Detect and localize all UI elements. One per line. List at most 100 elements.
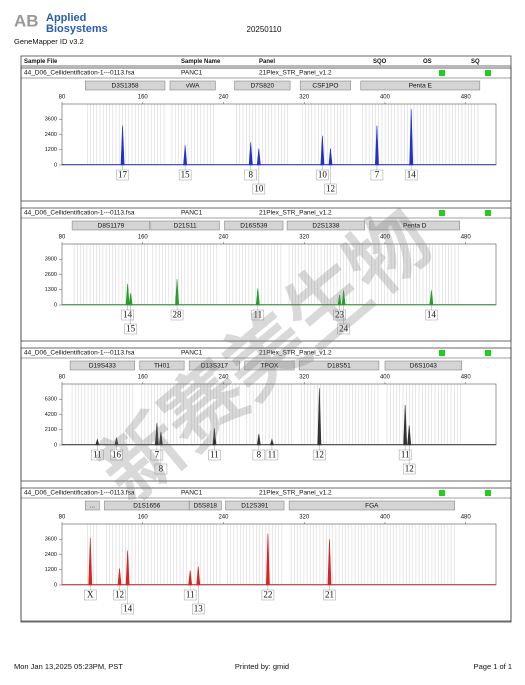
x-tick-label: 160 (138, 375, 149, 381)
x-tick-label: 320 (299, 95, 310, 101)
panel-frame (20, 487, 512, 622)
marker-label: CSF1PO (312, 82, 338, 89)
allele-box (425, 309, 438, 321)
marker-label: D13S317 (201, 362, 228, 369)
marker-label: Penta E (409, 82, 433, 89)
allele-label: 15 (126, 324, 136, 334)
y-tick-label: 3900 (45, 257, 57, 263)
x-tick-label: 240 (218, 95, 229, 101)
x-tick-label: 240 (218, 515, 229, 521)
marker-box (369, 220, 460, 231)
allele-label: 11 (401, 450, 410, 460)
panel-frame (20, 347, 512, 482)
x-tick-label: 400 (380, 375, 391, 381)
allele-box (252, 183, 266, 195)
marker-label: D1S1656 (133, 502, 160, 509)
allele-box (150, 449, 164, 461)
column-header: OS (423, 59, 432, 65)
marker-label: vWA (186, 82, 200, 89)
status-os (439, 210, 445, 216)
x-tick-label: 160 (138, 515, 149, 521)
allele-box (113, 589, 126, 601)
x-tick-label: 400 (380, 235, 391, 241)
allele-label: 13 (194, 604, 204, 614)
footer-page: Page 1 of 1 (474, 662, 512, 671)
status-sq (485, 350, 491, 356)
y-tick-label: 1200 (45, 567, 57, 573)
allele-label: 12 (405, 464, 414, 474)
allele-box (84, 589, 97, 601)
marker-box (286, 220, 366, 231)
y-tick-label: 3600 (45, 117, 57, 123)
logo-mark: AB (14, 11, 39, 30)
column-header: SQ (471, 59, 480, 65)
marker-label: D18S51 (327, 362, 351, 369)
marker-label: D21S11 (174, 222, 197, 229)
allele-label: 14 (123, 310, 133, 320)
allele-label: 12 (326, 184, 335, 194)
allele-label: 15 (181, 170, 191, 180)
software-name: GeneMapper ID v3.2 (14, 37, 84, 46)
marker-label: ... (90, 502, 96, 509)
y-tick-label: 2400 (45, 132, 57, 138)
allele-label: 16 (112, 450, 122, 460)
panel-frame (20, 207, 512, 342)
x-tick-label: 320 (299, 375, 310, 381)
x-tick-label: 480 (461, 235, 472, 241)
allele-box (398, 449, 412, 461)
y-tick-label: 1200 (45, 147, 57, 153)
allele-label: X (87, 590, 94, 600)
allele-label: 8 (248, 170, 253, 180)
status-sq (485, 70, 491, 76)
allele-label: 8 (159, 464, 164, 474)
panel-name: 21Plex_STR_Panel_v1.2 (259, 210, 332, 217)
status-sq (485, 210, 491, 216)
marker-label: D8S1179 (98, 222, 125, 229)
allele-label: 14 (427, 310, 437, 320)
x-tick-label: 480 (461, 95, 472, 101)
allele-box (208, 449, 221, 461)
allele-box (333, 309, 346, 321)
x-tick-label: 80 (59, 95, 66, 101)
allele-label: 14 (123, 604, 133, 614)
x-tick-label: 240 (218, 375, 229, 381)
allele-label: 11 (186, 590, 195, 600)
marker-box (384, 360, 462, 371)
x-tick-label: 320 (299, 515, 310, 521)
allele-box (402, 463, 416, 475)
marker-label: D2S1338 (312, 222, 339, 229)
allele-box (313, 449, 326, 461)
allele-label: 17 (118, 170, 128, 180)
y-tick-label: 2100 (45, 427, 57, 433)
x-tick-label: 80 (59, 235, 66, 241)
allele-box (178, 169, 192, 181)
marker-box (139, 360, 185, 371)
allele-label: 11 (210, 450, 219, 460)
allele-box (244, 169, 257, 181)
allele-label: 24 (339, 324, 349, 334)
marker-label: D7S820 (251, 82, 275, 89)
y-tick-label: 0 (54, 442, 57, 448)
allele-box (116, 169, 129, 181)
allele-label: 28 (173, 310, 183, 320)
allele-label: 7 (375, 170, 380, 180)
footer-printed-by: Printed by: gmid (235, 662, 289, 671)
x-tick-label: 320 (299, 235, 310, 241)
status-os (439, 350, 445, 356)
panel: 44_D06_Cellidentification-1---0113.fsa PA… (20, 67, 512, 202)
allele-label: 14 (407, 170, 417, 180)
marker-box (224, 220, 284, 231)
y-tick-label: 1300 (45, 287, 57, 293)
allele-box (324, 183, 337, 195)
allele-label: 12 (115, 590, 124, 600)
sample-name: PANC1 (181, 490, 203, 497)
panel-name: 21Plex_STR_Panel_v1.2 (259, 350, 332, 357)
sample-name: PANC1 (181, 70, 203, 77)
marker-label: D6S1043 (410, 362, 437, 369)
panel: 44_D06_Cellidentification-1---0113.fsa PA… (20, 207, 512, 342)
panel-name: 21Plex_STR_Panel_v1.2 (259, 70, 332, 77)
status-os (439, 490, 445, 496)
allele-label: 7 (155, 450, 160, 460)
allele-label: 11 (268, 450, 277, 460)
